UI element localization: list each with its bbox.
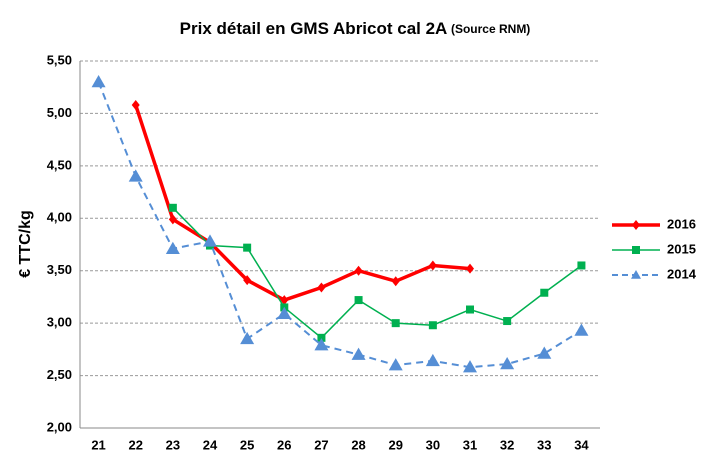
source: (Source RNM): [451, 22, 530, 36]
point: [466, 263, 474, 274]
point: [503, 317, 512, 326]
point: [351, 347, 366, 360]
point: [277, 306, 292, 319]
point: [354, 265, 363, 276]
point: [574, 323, 589, 336]
series-line: [172, 207, 582, 339]
x-tick-label: 23: [166, 437, 180, 452]
y-tick-label: 4,50: [47, 157, 72, 172]
point: [537, 346, 552, 359]
point: [314, 338, 329, 351]
point: [131, 100, 140, 111]
series-line: [134, 104, 471, 302]
x-tick-label: 33: [537, 437, 551, 452]
x-tick-label: 21: [91, 437, 105, 452]
x-tick-label: 26: [277, 437, 291, 452]
x-tick-label: 27: [314, 437, 328, 452]
y-tick-label: 5,00: [47, 105, 72, 120]
point: [165, 241, 180, 254]
point: [128, 169, 143, 182]
legend-label: 2015: [667, 241, 696, 256]
y-tick-label: 3,00: [47, 315, 72, 330]
y-tick-label: 5,50: [47, 52, 72, 67]
x-tick-label: 34: [574, 437, 589, 452]
legend-marker: [631, 270, 641, 279]
point: [500, 357, 515, 370]
point: [540, 288, 549, 297]
point: [388, 358, 403, 371]
title: Prix détail en GMS Abricot cal 2A: [180, 19, 448, 38]
point: [354, 296, 363, 305]
point: [428, 260, 437, 271]
point: [391, 276, 400, 287]
y-tick-label: 4,00: [47, 210, 72, 225]
point: [391, 319, 400, 328]
point: [243, 275, 252, 286]
point: [91, 74, 106, 88]
point: [425, 353, 440, 367]
legend-label: 2014: [667, 266, 697, 281]
point: [428, 321, 437, 330]
point: [317, 282, 326, 293]
point: [463, 360, 477, 373]
y-tick-label: 3,50: [47, 262, 72, 277]
x-tick-label: 30: [426, 437, 440, 452]
point: [317, 333, 326, 342]
x-tick-label: 31: [463, 437, 477, 452]
point: [280, 295, 289, 306]
x-tick-label: 24: [203, 437, 218, 452]
y-tick-label: 2,50: [47, 367, 72, 382]
legend-label: 2016: [667, 216, 696, 231]
point: [243, 243, 252, 252]
y-tick-label: 2,00: [47, 419, 72, 434]
point: [168, 203, 177, 212]
x-tick-label: 25: [240, 437, 254, 452]
chart-title: Prix détail en GMS Abricot cal 2A (Sourc…: [180, 19, 531, 38]
point: [168, 214, 177, 225]
y-axis-label: € TTC/kg: [17, 210, 34, 278]
point: [240, 331, 255, 345]
x-tick-label: 22: [128, 437, 142, 452]
x-tick-label: 28: [351, 437, 365, 452]
legend-marker: [632, 246, 640, 254]
point: [466, 305, 474, 314]
point: [577, 261, 586, 270]
series-line: [97, 81, 582, 369]
point: [203, 234, 217, 247]
x-tick-label: 29: [388, 437, 402, 452]
x-tick-label: 32: [500, 437, 514, 452]
legend-marker: [632, 220, 640, 230]
